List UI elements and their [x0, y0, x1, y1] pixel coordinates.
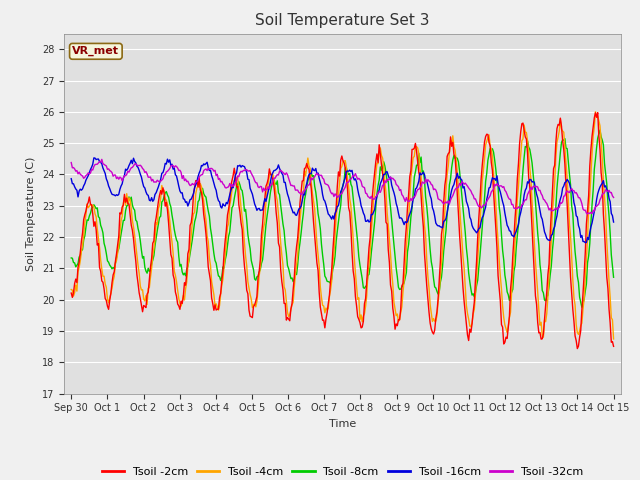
Tsoil -8cm — [466, 279, 474, 285]
Tsoil -4cm — [397, 310, 404, 315]
Tsoil -4cm — [296, 219, 304, 225]
Tsoil -2cm — [594, 110, 602, 116]
Tsoil -2cm — [573, 346, 581, 351]
Tsoil -8cm — [578, 304, 586, 310]
Tsoil -8cm — [610, 275, 618, 280]
Tsoil -2cm — [67, 290, 75, 296]
Tsoil -32cm — [237, 168, 245, 174]
Tsoil -8cm — [397, 286, 404, 292]
Tsoil -16cm — [398, 216, 406, 221]
Tsoil -32cm — [610, 194, 618, 200]
Tsoil -2cm — [610, 344, 618, 349]
Line: Tsoil -32cm: Tsoil -32cm — [71, 159, 614, 214]
Title: Soil Temperature Set 3: Soil Temperature Set 3 — [255, 13, 429, 28]
Tsoil -32cm — [561, 193, 569, 199]
Tsoil -32cm — [467, 188, 475, 194]
Tsoil -16cm — [237, 164, 245, 170]
Tsoil -16cm — [561, 180, 569, 185]
Tsoil -16cm — [90, 155, 98, 161]
Tsoil -32cm — [98, 156, 106, 162]
Tsoil -2cm — [560, 146, 568, 152]
Tsoil -16cm — [372, 198, 380, 204]
X-axis label: Time: Time — [329, 419, 356, 429]
Tsoil -2cm — [397, 306, 404, 312]
Tsoil -4cm — [560, 129, 568, 135]
Tsoil -4cm — [591, 109, 599, 115]
Tsoil -4cm — [371, 191, 378, 196]
Tsoil -4cm — [236, 193, 244, 199]
Legend: Tsoil -2cm, Tsoil -4cm, Tsoil -8cm, Tsoil -16cm, Tsoil -32cm: Tsoil -2cm, Tsoil -4cm, Tsoil -8cm, Tsoi… — [97, 463, 588, 480]
Y-axis label: Soil Temperature (C): Soil Temperature (C) — [26, 156, 36, 271]
Tsoil -16cm — [581, 240, 589, 245]
Line: Tsoil -2cm: Tsoil -2cm — [71, 113, 614, 348]
Tsoil -8cm — [560, 137, 568, 143]
Tsoil -8cm — [596, 127, 604, 133]
Tsoil -4cm — [610, 336, 618, 342]
Tsoil -32cm — [297, 192, 305, 197]
Tsoil -16cm — [467, 216, 475, 222]
Tsoil -8cm — [67, 255, 75, 261]
Tsoil -4cm — [67, 287, 75, 292]
Tsoil -4cm — [466, 323, 474, 329]
Tsoil -8cm — [296, 240, 304, 246]
Line: Tsoil -8cm: Tsoil -8cm — [71, 130, 614, 307]
Tsoil -16cm — [297, 203, 305, 209]
Tsoil -16cm — [67, 176, 75, 181]
Tsoil -2cm — [296, 201, 304, 206]
Line: Tsoil -16cm: Tsoil -16cm — [71, 158, 614, 242]
Tsoil -2cm — [371, 170, 378, 176]
Line: Tsoil -4cm: Tsoil -4cm — [71, 112, 614, 339]
Tsoil -32cm — [398, 192, 406, 197]
Tsoil -16cm — [610, 219, 618, 225]
Tsoil -32cm — [67, 160, 75, 166]
Tsoil -8cm — [236, 182, 244, 188]
Tsoil -8cm — [371, 219, 378, 225]
Tsoil -32cm — [372, 194, 380, 200]
Text: VR_met: VR_met — [72, 46, 119, 57]
Tsoil -32cm — [584, 211, 591, 217]
Tsoil -2cm — [236, 209, 244, 215]
Tsoil -2cm — [466, 326, 474, 332]
